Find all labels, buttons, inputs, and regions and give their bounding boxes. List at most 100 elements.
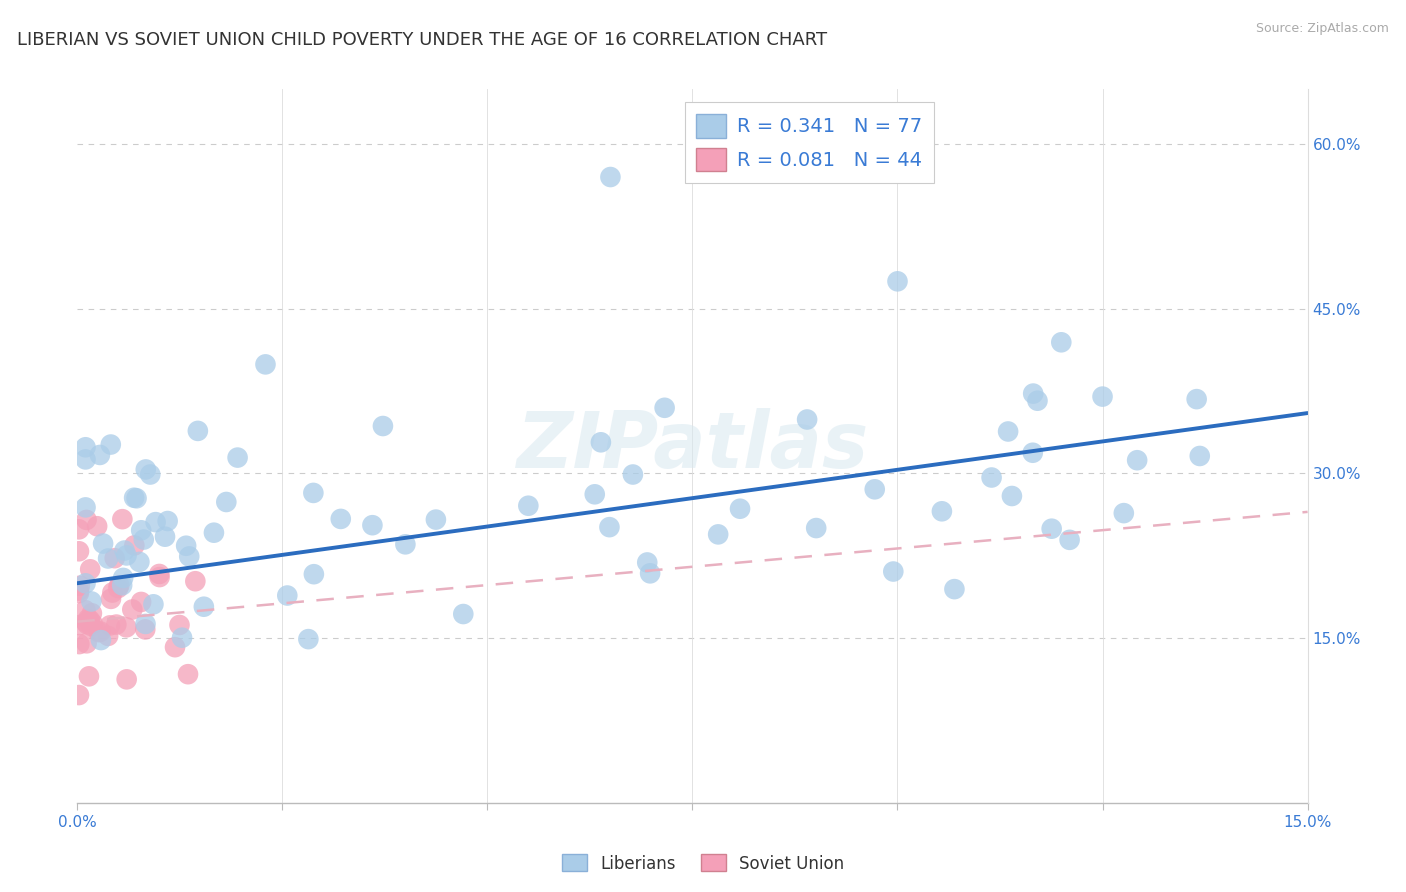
Liberians <box>90 633 112 648</box>
Liberians <box>599 169 621 184</box>
Liberians <box>728 501 751 516</box>
Soviet Union <box>124 538 146 552</box>
Soviet Union <box>148 566 170 581</box>
Legend: R = 0.341   N = 77, R = 0.081   N = 44: R = 0.341 N = 77, R = 0.081 N = 44 <box>685 103 934 183</box>
Liberians <box>621 467 644 482</box>
Liberians <box>1026 393 1049 408</box>
Liberians <box>142 597 165 611</box>
Liberians <box>174 539 197 553</box>
Liberians <box>302 567 325 582</box>
Liberians <box>394 537 416 551</box>
Legend: Liberians, Soviet Union: Liberians, Soviet Union <box>555 847 851 880</box>
Soviet Union <box>67 544 90 558</box>
Soviet Union <box>134 623 156 637</box>
Soviet Union <box>169 618 191 632</box>
Soviet Union <box>97 629 120 643</box>
Liberians <box>75 440 97 454</box>
Text: ZIPatlas: ZIPatlas <box>516 408 869 484</box>
Soviet Union <box>67 688 90 702</box>
Liberians <box>153 530 176 544</box>
Liberians <box>226 450 249 465</box>
Soviet Union <box>82 616 104 631</box>
Liberians <box>135 616 157 631</box>
Liberians <box>112 571 135 585</box>
Liberians <box>111 578 134 592</box>
Liberians <box>1040 522 1063 536</box>
Soviet Union <box>115 673 138 687</box>
Liberians <box>931 504 953 518</box>
Soviet Union <box>90 624 112 639</box>
Soviet Union <box>100 591 122 606</box>
Liberians <box>128 555 150 569</box>
Liberians <box>1091 390 1114 404</box>
Liberians <box>193 599 215 614</box>
Soviet Union <box>80 619 103 633</box>
Liberians <box>863 483 886 497</box>
Soviet Union <box>107 581 129 595</box>
Liberians <box>170 631 193 645</box>
Text: Source: ZipAtlas.com: Source: ZipAtlas.com <box>1256 22 1389 36</box>
Soviet Union <box>76 617 98 632</box>
Liberians <box>254 357 277 371</box>
Liberians <box>517 499 540 513</box>
Soviet Union <box>75 615 97 630</box>
Liberians <box>882 565 904 579</box>
Soviet Union <box>67 583 90 598</box>
Liberians <box>453 607 475 621</box>
Liberians <box>1050 335 1073 350</box>
Soviet Union <box>98 618 121 632</box>
Liberians <box>707 527 730 541</box>
Soviet Union <box>129 595 152 609</box>
Soviet Union <box>80 607 103 621</box>
Liberians <box>1059 533 1081 547</box>
Liberians <box>125 491 148 506</box>
Liberians <box>179 549 201 564</box>
Liberians <box>1126 453 1149 467</box>
Soviet Union <box>111 512 134 526</box>
Soviet Union <box>69 618 91 632</box>
Liberians <box>598 520 620 534</box>
Liberians <box>187 424 209 438</box>
Liberians <box>943 582 966 596</box>
Liberians <box>145 515 167 529</box>
Liberians <box>132 533 155 547</box>
Text: LIBERIAN VS SOVIET UNION CHILD POVERTY UNDER THE AGE OF 16 CORRELATION CHART: LIBERIAN VS SOVIET UNION CHILD POVERTY U… <box>17 31 827 49</box>
Liberians <box>1185 392 1208 406</box>
Liberians <box>215 495 238 509</box>
Liberians <box>75 500 97 515</box>
Liberians <box>114 543 136 558</box>
Liberians <box>329 512 352 526</box>
Soviet Union <box>177 667 200 681</box>
Liberians <box>796 412 818 426</box>
Liberians <box>1188 449 1211 463</box>
Soviet Union <box>69 579 91 593</box>
Soviet Union <box>76 636 98 650</box>
Soviet Union <box>184 574 207 589</box>
Liberians <box>980 470 1002 484</box>
Liberians <box>1022 446 1045 460</box>
Soviet Union <box>163 640 186 655</box>
Liberians <box>636 556 658 570</box>
Soviet Union <box>67 586 90 600</box>
Soviet Union <box>79 613 101 627</box>
Liberians <box>75 452 97 467</box>
Soviet Union <box>79 562 101 576</box>
Liberians <box>115 549 138 563</box>
Liberians <box>302 486 325 500</box>
Liberians <box>425 513 447 527</box>
Liberians <box>583 487 606 501</box>
Soviet Union <box>149 570 172 584</box>
Soviet Union <box>86 519 108 533</box>
Liberians <box>139 467 162 482</box>
Soviet Union <box>67 637 90 651</box>
Soviet Union <box>115 620 138 634</box>
Soviet Union <box>104 551 127 566</box>
Soviet Union <box>77 612 100 626</box>
Soviet Union <box>67 522 90 536</box>
Liberians <box>361 518 384 533</box>
Liberians <box>202 525 225 540</box>
Soviet Union <box>87 625 110 640</box>
Liberians <box>122 491 145 505</box>
Soviet Union <box>105 617 128 632</box>
Liberians <box>75 576 97 591</box>
